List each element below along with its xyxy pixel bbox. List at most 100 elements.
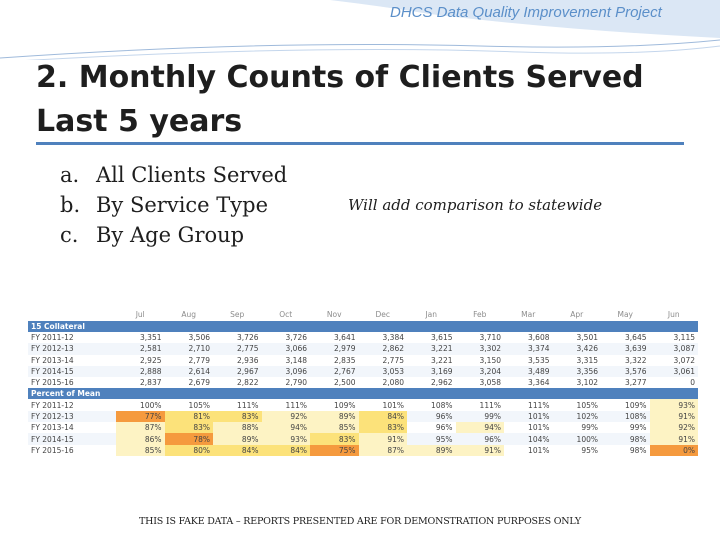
table-cell: 111% xyxy=(237,400,259,410)
table-cell: 84% xyxy=(358,410,407,423)
table-cell: 95% xyxy=(581,445,598,455)
table-cell: 77% xyxy=(116,410,165,423)
section-header-label: Percent of Mean xyxy=(28,388,698,400)
table-cell: 3,489 xyxy=(504,365,553,378)
table-cell: 101% xyxy=(528,445,550,455)
table-cell: 80% xyxy=(164,444,213,456)
table-cell: 104% xyxy=(504,433,553,445)
monthly-counts-table: Jul Aug Sep Oct Nov Dec Jan Feb Mar Apr May Jun 15 … xyxy=(28,308,698,456)
table-cell: 101% xyxy=(382,400,404,410)
table-cell: 83% xyxy=(310,433,359,445)
table-cell: 2,790 xyxy=(285,378,307,388)
table-cell: 2,835 xyxy=(334,355,356,365)
month-header: Mar xyxy=(521,310,536,319)
row-label: FY 2012-13 xyxy=(28,343,116,355)
bullet-list: a. All Clients Served b. By Service Type c… xyxy=(60,160,320,250)
disclaimer-footer: THIS IS FAKE DATA – REPORTS PRESENTED AR… xyxy=(138,516,581,527)
table-cell: 101% xyxy=(504,410,553,423)
table-cell: 3,277 xyxy=(625,378,647,388)
table-cell: 3,058 xyxy=(479,378,501,388)
table-cell: 3,351 xyxy=(140,333,162,343)
table-cell: 3,374 xyxy=(504,343,553,355)
table-cell: 3,148 xyxy=(285,355,307,365)
slide-title-line-1: 2. Monthly Counts of Clients Served xyxy=(36,60,644,95)
table-cell: 111% xyxy=(479,400,501,410)
section-header-row: Percent of Mean xyxy=(28,388,698,400)
month-header: Dec xyxy=(375,310,390,319)
table-cell: 93% xyxy=(649,399,698,411)
table-cell: 2,962 xyxy=(431,378,453,388)
table-row: FY 2015-16 2,837 2,679 2,822 2,790 2,500 2,080… xyxy=(28,377,698,388)
month-header: Jul xyxy=(135,310,145,319)
bullet-item: b. By Service Type xyxy=(60,193,269,217)
table-cell: 3,576 xyxy=(601,365,650,378)
row-label: FY 2013-14 xyxy=(31,355,74,365)
table-cell: 3,053 xyxy=(358,365,407,378)
table-cell: 94% xyxy=(261,422,310,434)
table-cell: 3,384 xyxy=(382,333,404,343)
table-cell: 3,608 xyxy=(528,333,550,343)
table-cell: 87% xyxy=(116,422,165,434)
table-cell: 89% xyxy=(310,410,359,423)
table-cell: 3,726 xyxy=(237,333,259,343)
table-cell: 98% xyxy=(601,433,650,445)
table-cell: 3,726 xyxy=(285,333,307,343)
table-cell: 3,302 xyxy=(455,343,504,355)
corner-header xyxy=(28,308,116,321)
table-cell: 3,641 xyxy=(334,333,356,343)
table-cell: 2,080 xyxy=(382,378,404,388)
table-cell: 3,615 xyxy=(431,333,453,343)
month-header: Apr xyxy=(570,310,584,319)
table-cell: 2,767 xyxy=(310,365,359,378)
table-cell: 2,837 xyxy=(140,378,162,388)
table-cell: 95% xyxy=(407,433,456,445)
row-label: FY 2015-16 xyxy=(31,378,74,388)
table-cell: 3,506 xyxy=(188,333,210,343)
table-cell: 105% xyxy=(576,400,598,410)
month-header: Feb xyxy=(473,310,487,319)
table-cell: 99% xyxy=(629,423,647,433)
table-cell: 3,426 xyxy=(552,343,601,355)
table-cell: 86% xyxy=(116,433,165,445)
section-header-label: 15 Collateral xyxy=(28,321,698,332)
table-cell: 3,087 xyxy=(649,343,698,355)
table-cell: 91% xyxy=(649,433,698,445)
row-label: FY 2011-12 xyxy=(31,333,74,343)
row-label: FY 2011-12 xyxy=(31,400,74,410)
table-cell: 83% xyxy=(213,410,262,423)
comparison-note: Will add comparison to statewide xyxy=(348,196,603,214)
table-row: FY 2012-13 77% 81% 83% 92% 89% 84% 96% 99% 101% 10… xyxy=(28,410,698,423)
month-header: Nov xyxy=(326,310,342,319)
month-header: Aug xyxy=(181,310,197,319)
table-cell: 0% xyxy=(649,444,698,456)
row-label: FY 2015-16 xyxy=(31,445,74,455)
table-cell: 105% xyxy=(188,400,210,410)
table-row: FY 2014-15 2,888 2,614 2,967 3,096 2,767 3,053… xyxy=(28,365,698,378)
row-label: FY 2014-15 xyxy=(28,433,116,445)
table-cell: 2,888 xyxy=(116,365,165,378)
table-row: FY 2015-16 85% 80% 84% 84% 75% 87% 89% 91% 101% 95… xyxy=(28,444,698,456)
table-cell: 3,066 xyxy=(261,343,310,355)
table-cell: 3,710 xyxy=(479,333,501,343)
table-cell: 3,102 xyxy=(576,378,598,388)
table-row: FY 2013-14 87% 83% 88% 94% 85% 83% 96% 94% 101% 99… xyxy=(28,422,698,434)
table-cell: 93% xyxy=(261,433,310,445)
table-cell: 102% xyxy=(552,410,601,423)
table-cell: 99% xyxy=(581,423,598,433)
table-cell: 2,775 xyxy=(213,343,262,355)
table-cell: 83% xyxy=(358,422,407,434)
slide-title-line-2: Last 5 years xyxy=(36,104,243,139)
table-cell: 98% xyxy=(629,445,647,455)
table-cell: 81% xyxy=(164,410,213,423)
table-cell: 84% xyxy=(261,444,310,456)
table-row: FY 2012-13 2,581 2,710 2,775 3,066 2,979 2,862… xyxy=(28,343,698,355)
header-swoosh-decoration xyxy=(0,0,720,60)
table-cell: 108% xyxy=(601,410,650,423)
month-header: Jan xyxy=(425,310,438,319)
table-cell: 84% xyxy=(213,444,262,456)
table-cell: 92% xyxy=(261,410,310,423)
table-cell: 3,645 xyxy=(625,333,647,343)
table-cell: 92% xyxy=(649,422,698,434)
table-cell: 75% xyxy=(310,444,359,456)
table-cell: 91% xyxy=(358,433,407,445)
